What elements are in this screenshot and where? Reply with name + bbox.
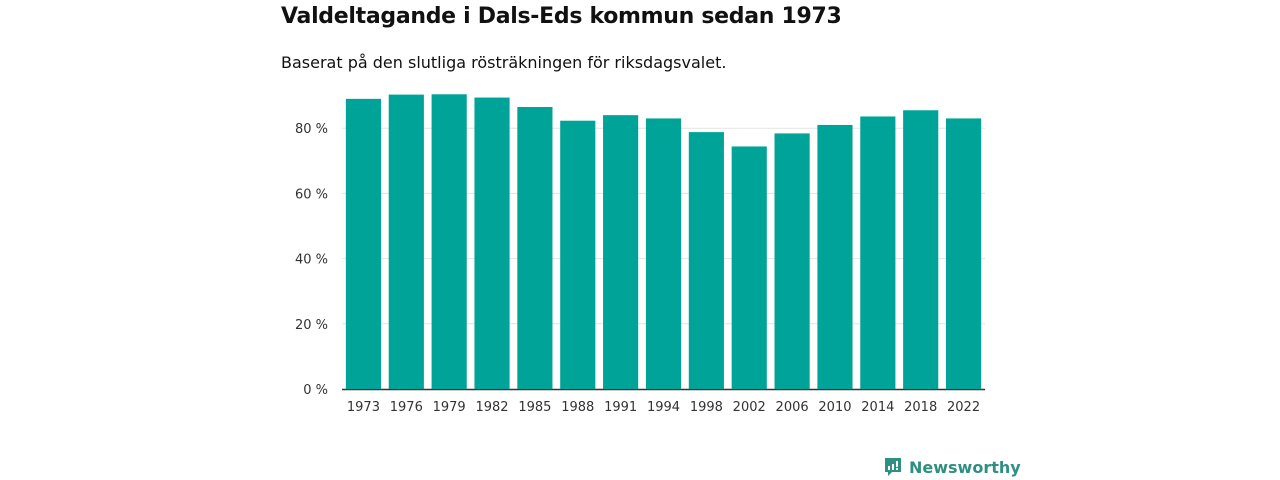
bar-1973 bbox=[345, 98, 382, 390]
x-tick-label: 2010 bbox=[818, 400, 851, 415]
bar-1982 bbox=[474, 97, 510, 389]
x-tick-label: 1973 bbox=[347, 400, 380, 415]
bar-2002 bbox=[731, 146, 767, 389]
x-tick-label: 2014 bbox=[861, 400, 894, 415]
x-tick-label: 2018 bbox=[904, 400, 937, 415]
newsworthy-logo-icon bbox=[885, 458, 901, 476]
y-tick-label: 0 % bbox=[303, 383, 328, 398]
y-tick-label: 60 % bbox=[295, 187, 328, 202]
x-tick-label: 2022 bbox=[947, 400, 980, 415]
bar-2018 bbox=[903, 110, 939, 390]
chart-title: Valdeltagande i Dals-Eds kommun sedan 19… bbox=[281, 4, 842, 29]
x-tick-label: 1991 bbox=[604, 400, 637, 415]
x-tick-label: 1988 bbox=[561, 400, 594, 415]
bar-1991 bbox=[603, 115, 639, 389]
brand-name: Newsworthy bbox=[909, 457, 1021, 477]
bar-1994 bbox=[645, 118, 682, 390]
x-tick-label: 2002 bbox=[733, 400, 766, 415]
bar-2010 bbox=[817, 124, 853, 389]
bar-1979 bbox=[431, 94, 467, 390]
bar-2022 bbox=[945, 118, 982, 390]
y-tick-label: 40 % bbox=[295, 253, 328, 268]
x-tick-label: 1998 bbox=[690, 400, 723, 415]
x-tick-label: 1976 bbox=[390, 400, 423, 415]
bar-1976 bbox=[388, 94, 424, 389]
bar-1985 bbox=[517, 107, 553, 389]
bar-1988 bbox=[560, 120, 596, 390]
y-tick-label: 80 % bbox=[295, 122, 328, 137]
x-tick-label: 1994 bbox=[647, 400, 680, 415]
bar-2006 bbox=[774, 133, 810, 389]
bar-1998 bbox=[688, 132, 724, 389]
x-tick-label: 1982 bbox=[475, 400, 508, 415]
x-tick-label: 1979 bbox=[433, 400, 466, 415]
y-tick-label: 20 % bbox=[295, 318, 328, 333]
chart-subtitle: Baserat på den slutliga rösträkningen fö… bbox=[281, 53, 727, 72]
x-tick-label: 1985 bbox=[518, 400, 551, 415]
bar-2014 bbox=[860, 116, 896, 390]
x-tick-label: 2006 bbox=[776, 400, 809, 415]
newsworthy-logo: Newsworthy bbox=[883, 456, 1021, 478]
